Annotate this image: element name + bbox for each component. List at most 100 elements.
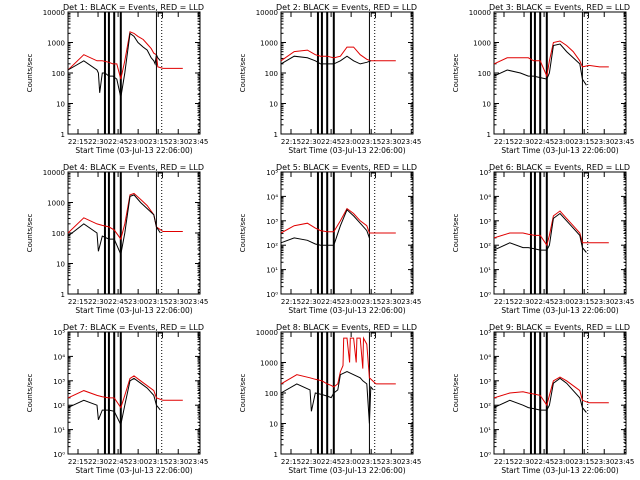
y-tick-label: 10² xyxy=(479,402,491,410)
plot-frame xyxy=(67,331,201,455)
x-axis-label: Start Time (03-Jul-13 22:06:00) xyxy=(288,146,405,155)
y-tick-label: 10⁵ xyxy=(479,169,491,177)
series-line-red xyxy=(493,40,609,78)
x-tick-label: 23:15 xyxy=(148,458,168,466)
x-tick-label: 23:45 xyxy=(401,138,421,146)
y-tick-label: 10 xyxy=(269,421,278,429)
marker-bracket xyxy=(584,12,589,18)
series-line-black xyxy=(67,32,161,98)
y-axis-label: Counts/sec xyxy=(26,54,34,93)
y-tick-label: 1 xyxy=(274,451,278,459)
marker-bracket xyxy=(158,12,163,18)
x-tick-label: 23:45 xyxy=(188,298,208,306)
y-tick-label: 10³ xyxy=(266,218,278,226)
series-line-black xyxy=(280,371,374,424)
chart-title: Det 8: BLACK = Events, RED = LLD xyxy=(276,323,417,332)
y-tick-label: 10⁴ xyxy=(53,353,65,361)
y-tick-label: 10² xyxy=(266,242,278,250)
y-tick-label: 1 xyxy=(61,131,65,139)
x-tick-label: 22:45 xyxy=(534,298,554,306)
y-tick-label: 10⁵ xyxy=(266,169,278,177)
chart-title: Det 1: BLACK = Events, RED = LLD xyxy=(63,3,204,12)
x-tick-label: 22:30 xyxy=(301,298,321,306)
plot-frame xyxy=(493,171,627,295)
x-tick-label: 23:30 xyxy=(168,298,188,306)
chart-title: Det 7: BLACK = Events, RED = LLD xyxy=(63,323,204,332)
chart-panel-5: Det 5: BLACK = Events, RED = LLD 10⁰ 10¹ 10… xyxy=(239,163,421,315)
x-tick-label: 22:45 xyxy=(321,298,341,306)
x-tick-label: 23:30 xyxy=(381,298,401,306)
series-line-black xyxy=(493,377,587,413)
marker-bracket xyxy=(158,332,163,338)
x-tick-label: 22:45 xyxy=(108,298,128,306)
marker-bracket xyxy=(158,172,163,178)
x-tick-label: 22:15 xyxy=(494,458,514,466)
y-tick-label: 10² xyxy=(53,402,65,410)
y-tick-label: 10³ xyxy=(479,218,491,226)
y-axis-label: Counts/sec xyxy=(26,214,34,253)
x-tick-label: 22:15 xyxy=(281,458,301,466)
series-line-red xyxy=(493,376,609,407)
x-tick-label: 23:30 xyxy=(168,458,188,466)
x-tick-label: 22:15 xyxy=(68,458,88,466)
x-tick-label: 22:15 xyxy=(494,298,514,306)
x-tick-label: 22:45 xyxy=(321,138,341,146)
marker-bracket xyxy=(584,172,589,178)
y-tick-label: 100 xyxy=(478,70,491,78)
y-tick-label: 10¹ xyxy=(266,267,278,275)
y-tick-label: 10⁵ xyxy=(479,329,491,337)
y-tick-label: 1 xyxy=(487,131,491,139)
x-tick-label: 23:15 xyxy=(361,138,381,146)
x-tick-label: 22:15 xyxy=(281,138,301,146)
y-tick-label: 10⁰ xyxy=(479,451,491,459)
y-tick-label: 10 xyxy=(56,101,65,109)
plot-frame xyxy=(493,331,627,455)
chart-panel-6: Det 6: BLACK = Events, RED = LLD 10⁰ 10¹ 10… xyxy=(452,163,634,315)
y-tick-label: 10¹ xyxy=(53,427,65,435)
x-tick-label: 22:30 xyxy=(514,458,534,466)
x-tick-label: 23:00 xyxy=(554,458,574,466)
chart-title: Det 2: BLACK = Events, RED = LLD xyxy=(276,3,417,12)
x-tick-label: 22:45 xyxy=(534,458,554,466)
chart-panel-2: Det 2: BLACK = Events, RED = LLD 1 10 100 10… xyxy=(239,3,421,155)
x-tick-label: 23:00 xyxy=(128,298,148,306)
x-tick-label: 23:45 xyxy=(614,458,634,466)
y-tick-label: 1000 xyxy=(47,200,65,208)
series-line-black xyxy=(67,194,161,256)
marker-bracket xyxy=(584,332,589,338)
y-tick-label: 10⁵ xyxy=(53,329,65,337)
series-line-red xyxy=(280,336,396,388)
x-axis-label: Start Time (03-Jul-13 22:06:00) xyxy=(75,146,192,155)
y-tick-label: 1000 xyxy=(473,40,491,48)
plot-frame xyxy=(67,11,201,135)
chart-title: Det 4: BLACK = Events, RED = LLD xyxy=(63,163,204,172)
x-tick-label: 22:30 xyxy=(301,458,321,466)
y-tick-label: 10000 xyxy=(43,9,65,17)
y-tick-label: 10000 xyxy=(256,329,278,337)
y-axis-label: Counts/sec xyxy=(452,54,460,93)
x-axis-label: Start Time (03-Jul-13 22:06:00) xyxy=(501,466,618,475)
y-tick-label: 10² xyxy=(479,242,491,250)
x-axis-label: Start Time (03-Jul-13 22:06:00) xyxy=(501,146,618,155)
y-tick-label: 100 xyxy=(265,390,278,398)
x-tick-label: 22:15 xyxy=(68,138,88,146)
x-tick-label: 22:30 xyxy=(88,458,108,466)
x-tick-label: 22:30 xyxy=(514,138,534,146)
plot-frame xyxy=(493,11,627,135)
y-tick-label: 10000 xyxy=(469,9,491,17)
y-axis-label: Counts/sec xyxy=(452,374,460,413)
y-tick-label: 1000 xyxy=(260,40,278,48)
series-line-red xyxy=(280,207,396,234)
x-tick-label: 23:30 xyxy=(381,138,401,146)
series-line-red xyxy=(67,192,183,241)
plot-frame xyxy=(67,171,201,295)
y-tick-label: 1000 xyxy=(260,360,278,368)
x-tick-label: 23:00 xyxy=(341,458,361,466)
x-tick-label: 23:15 xyxy=(148,298,168,306)
x-tick-label: 23:45 xyxy=(188,458,208,466)
y-axis-label: Counts/sec xyxy=(239,374,247,413)
y-tick-label: 1 xyxy=(274,131,278,139)
x-tick-label: 23:00 xyxy=(128,138,148,146)
series-line-black xyxy=(493,43,587,86)
y-tick-label: 10⁰ xyxy=(479,291,491,299)
